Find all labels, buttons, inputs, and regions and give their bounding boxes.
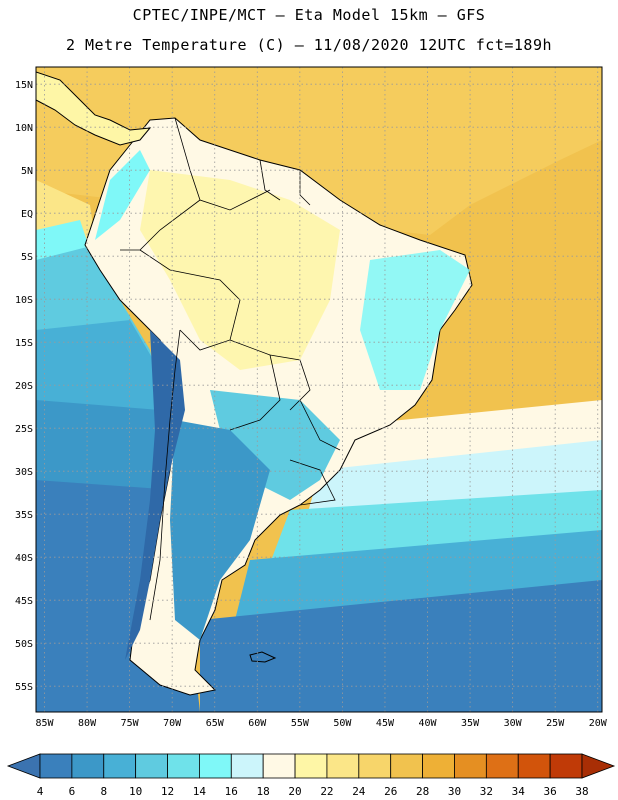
chart-title-line-2: 2 Metre Temperature (C) – 11/08/2020 12U… — [65, 36, 553, 54]
colorbar-label: 36 — [543, 785, 556, 798]
longitude-tick-label: 20W — [589, 718, 608, 729]
colorbar-label: 14 — [193, 785, 207, 798]
latitude-tick-label: 55S — [15, 682, 33, 693]
latitude-tick-label: 40S — [15, 553, 33, 564]
colorbar-swatch — [390, 753, 423, 779]
colorbar-label: 10 — [129, 785, 142, 798]
colorbar-swatch — [422, 753, 455, 779]
colorbar-label: 24 — [352, 785, 366, 798]
longitude-tick-label: 25W — [546, 718, 565, 729]
colorbar-label: 20 — [288, 785, 301, 798]
longitude-tick-label: 75W — [121, 718, 140, 729]
colorbar-swatch — [230, 753, 264, 779]
colorbar-swatch — [517, 753, 551, 779]
colorbar-label: 34 — [512, 785, 526, 798]
latitude-tick-label: EQ — [21, 209, 33, 220]
colorbar: 4 6 8 10 12 14 16 18 20 22 24 26 28 30 32 34 36 38 — [6, 753, 616, 798]
longitude-tick-label: 50W — [333, 718, 352, 729]
colorbar-swatch — [294, 753, 328, 779]
argentina-cool — [170, 420, 270, 640]
colorbar-label: 26 — [384, 785, 397, 798]
latitude-tick-label: 15N — [15, 80, 33, 91]
colorbar-swatch — [135, 753, 168, 779]
colorbar-swatch — [103, 753, 137, 779]
colorbar-left-arrow-icon — [6, 753, 41, 779]
latitude-tick-label: 30S — [15, 467, 33, 478]
falkland-islands — [249, 651, 277, 663]
latitude-tick-label: 10S — [15, 295, 33, 306]
atlantic-cold-band — [200, 580, 602, 712]
andes-north-cool — [95, 150, 150, 240]
longitude-tick-label: 65W — [206, 718, 225, 729]
latitude-tick-label: 5S — [21, 252, 33, 263]
latitude-tick-label: 45S — [15, 596, 33, 607]
latitude-labels: 15N 10N 5N EQ 5S 10S 15S 20S 25S 30S 35S 40S 45S 50S 5… — [15, 80, 33, 693]
latitude-tick-label: 35S — [15, 510, 33, 521]
longitude-tick-label: 55W — [291, 718, 310, 729]
map-frame — [35, 66, 603, 713]
colorbar-swatch — [326, 753, 360, 779]
colorbar-swatch — [167, 753, 200, 779]
colorbar-label: 16 — [225, 785, 238, 798]
colorbar-swatch — [454, 753, 487, 779]
central-america-landmass — [36, 71, 152, 146]
colorbar-swatch — [358, 753, 392, 779]
colorbar-swatch — [549, 753, 583, 779]
colorbar-label: 30 — [448, 785, 461, 798]
longitude-tick-label: 40W — [418, 718, 437, 729]
longitude-tick-label: 85W — [35, 718, 54, 729]
colorbar-label: 32 — [480, 785, 493, 798]
colorbar-swatch — [39, 753, 73, 779]
colorbar-swatch — [262, 753, 296, 779]
brazil-east-cool — [360, 250, 470, 390]
map-area — [36, 67, 602, 712]
latitude-tick-label: 20S — [15, 381, 33, 392]
colorbar-label: 4 — [37, 785, 44, 798]
latitude-tick-label: 50S — [15, 639, 33, 650]
colorbar-swatch — [485, 753, 519, 779]
colorbar-label: 12 — [161, 785, 174, 798]
country-borders — [120, 117, 341, 621]
amazon-warm-area — [140, 170, 340, 370]
latitude-tick-label: 25S — [15, 424, 33, 435]
colorbar-right-arrow-icon — [581, 753, 616, 779]
colorbar-label: 38 — [575, 785, 588, 798]
latitude-tick-label: 10N — [15, 123, 33, 134]
chart-title-line-1: CPTEC/INPE/MCT – Eta Model 15km – GFS — [132, 6, 486, 24]
colorbar-label: 8 — [100, 785, 107, 798]
longitude-tick-label: 45W — [376, 718, 395, 729]
colorbar-label: 28 — [416, 785, 429, 798]
andes-south-cold — [125, 330, 185, 660]
colorbar-swatch — [199, 753, 232, 779]
colorbar-label: 6 — [69, 785, 76, 798]
longitude-tick-label: 80W — [78, 718, 97, 729]
colorbar-swatch — [71, 753, 105, 779]
longitude-tick-label: 60W — [248, 718, 267, 729]
longitude-tick-label: 30W — [504, 718, 523, 729]
latitude-tick-label: 5N — [21, 166, 33, 177]
colorbar-label: 22 — [320, 785, 333, 798]
longitude-tick-label: 70W — [163, 718, 182, 729]
colorbar-label: 18 — [257, 785, 270, 798]
latitude-tick-label: 15S — [15, 338, 33, 349]
longitude-labels: 85W 80W 75W 70W 65W 60W 55W 50W 45W 40W 35W 30W 25W 2… — [35, 718, 607, 729]
longitude-tick-label: 35W — [461, 718, 480, 729]
